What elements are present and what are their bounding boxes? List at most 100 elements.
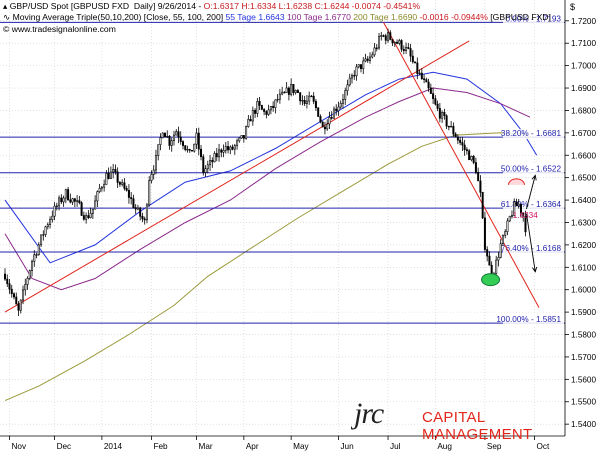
candle-body [28, 270, 31, 279]
candle-body [46, 224, 49, 228]
arrow-up [526, 175, 536, 210]
price-annotation: 1.6334 [513, 211, 538, 220]
candle-body [64, 189, 67, 199]
candle-body [357, 64, 360, 68]
candle-body [222, 149, 225, 153]
candle-body [461, 142, 464, 146]
candle-body [486, 249, 489, 257]
candle-body [447, 125, 450, 128]
candle-body [202, 156, 205, 173]
currency-symbol: $ [570, 2, 576, 12]
candle-body [402, 48, 405, 52]
candle-body [220, 149, 223, 153]
candle-body [240, 135, 243, 139]
trendline [4, 40, 470, 313]
candle-body [375, 47, 378, 49]
candle-body [73, 198, 76, 202]
candle-body [136, 207, 139, 210]
candle-body [432, 93, 435, 99]
indicator-label: Moving Average Triple(50,10,200) [Close,… [12, 12, 226, 22]
candle-body [116, 171, 119, 183]
candle-body [139, 207, 142, 217]
candle-body [98, 187, 101, 192]
candle-body [497, 257, 500, 261]
candle-body [118, 182, 121, 185]
candle-body [17, 303, 20, 311]
candle-body [121, 182, 124, 185]
candle-body [6, 278, 9, 284]
candle-body [488, 255, 491, 266]
candle-body [267, 109, 270, 115]
candle-body [49, 219, 52, 225]
candle-body [438, 108, 441, 119]
y-tick-label: 1.5400 [571, 420, 596, 429]
candle-body [427, 81, 430, 89]
y-tick-label: 1.6800 [571, 106, 596, 115]
candle-body [69, 199, 72, 203]
candle-body [272, 106, 275, 108]
candle-body [400, 40, 403, 50]
candle-body [524, 216, 527, 233]
candle-body [445, 115, 448, 127]
triangle-icon: ▴ [3, 1, 10, 11]
candle-body [224, 146, 227, 151]
candle-body [278, 93, 281, 100]
candle-body [26, 277, 29, 285]
candle-body [391, 39, 394, 44]
instrument-label: GBP/USD Spot [GBPUSD FXD Daily] 9/26/201… [9, 1, 204, 11]
candle-body [265, 111, 268, 115]
candle-body [456, 136, 459, 141]
candle-body [132, 198, 135, 208]
candle-body [519, 203, 522, 214]
candle-body [191, 149, 194, 152]
candle-body [443, 112, 446, 117]
candle-body [450, 125, 453, 128]
candle-body [168, 135, 171, 146]
candle-body [418, 72, 421, 75]
candle-body [258, 101, 261, 106]
candle-body [441, 112, 444, 119]
x-tick-label: Dec [57, 442, 72, 451]
y-tick-label: 1.6600 [571, 151, 596, 160]
candle-body [37, 244, 40, 255]
candle-body [312, 95, 315, 102]
candle-body [290, 84, 293, 95]
candle-body [504, 231, 507, 236]
candle-body [159, 137, 162, 145]
candle-body [510, 215, 513, 217]
candle-body [346, 84, 349, 92]
candle-body [479, 180, 482, 193]
candle-body [125, 188, 128, 191]
candle-body [362, 60, 365, 69]
y-tick-label: 1.7000 [571, 62, 596, 71]
header-line-2: ∿ Moving Average Triple(50,10,200) [Clos… [3, 12, 551, 23]
candle-body [281, 91, 284, 95]
candle-body [495, 259, 498, 274]
candle-body [148, 180, 151, 206]
candle-body [76, 200, 79, 202]
fibonacci-label-bg [503, 315, 564, 326]
indicator-symbol: [GBPUSD FXD] [487, 12, 551, 22]
website-link[interactable]: www.tradesignalonline.com [11, 24, 116, 34]
candle-body [150, 174, 153, 181]
candle-body [508, 216, 511, 222]
candle-body [474, 162, 477, 173]
candle-body [123, 182, 126, 189]
candle-body [321, 121, 324, 128]
candle-body [314, 101, 317, 109]
candle-body [303, 100, 306, 104]
candle-body [436, 103, 439, 109]
ma200-value: 200 Tage 1.6690 [350, 12, 418, 22]
candle-body [326, 123, 329, 130]
candle-body [483, 217, 486, 250]
y-tick-label: 1.6700 [571, 129, 596, 138]
logo-text: CAPITAL MANAGEMENT [422, 409, 533, 443]
y-tick-label: 1.6000 [571, 286, 596, 295]
candle-body [276, 98, 279, 101]
candle-body [249, 119, 252, 122]
candle-body [40, 234, 43, 246]
y-tick-label: 1.6300 [571, 218, 596, 227]
candle-body [454, 133, 457, 138]
candle-body [13, 293, 16, 298]
